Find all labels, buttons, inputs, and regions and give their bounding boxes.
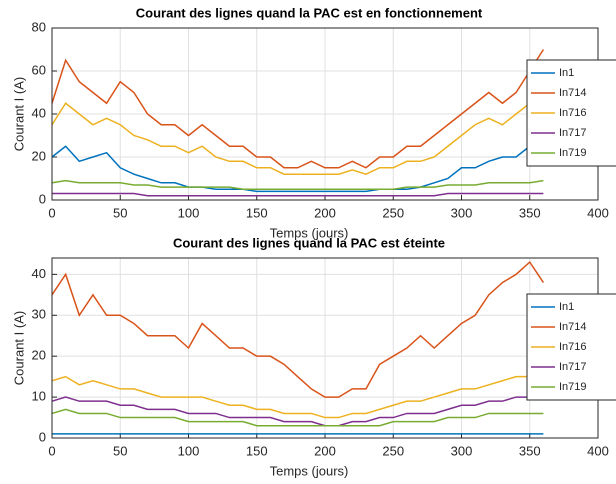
legend-label: In714 xyxy=(559,87,587,99)
chart-title: Courant des lignes quand la PAC est étei… xyxy=(173,235,445,250)
y-tick-label: 80 xyxy=(32,19,46,34)
legend-label: In719 xyxy=(559,147,587,159)
legend-label: In714 xyxy=(559,321,587,333)
series-line xyxy=(51,375,544,419)
series-line xyxy=(51,260,545,398)
legend-label: In717 xyxy=(559,361,587,373)
subplot: Courant des lignes quand la PAC est étei… xyxy=(11,235,616,478)
series-line xyxy=(51,49,545,169)
y-tick-label: 10 xyxy=(32,389,46,404)
y-tick-label: 60 xyxy=(32,62,46,77)
x-tick-label: 400 xyxy=(587,205,609,220)
x-tick-label: 50 xyxy=(113,205,127,220)
legend-label: In1 xyxy=(559,67,574,79)
legend-label: In716 xyxy=(559,341,587,353)
x-tick-label: 50 xyxy=(113,443,127,458)
legend-label: In716 xyxy=(559,107,587,119)
chart-title: Courant des lignes quand la PAC est en f… xyxy=(136,5,483,20)
x-tick-label: 350 xyxy=(519,205,541,220)
y-axis-label: Courant I (A) xyxy=(11,77,26,151)
series-line xyxy=(51,91,544,176)
x-tick-label: 300 xyxy=(451,443,473,458)
x-tick-label: 350 xyxy=(519,443,541,458)
x-tick-label: 0 xyxy=(48,205,55,220)
x-tick-label: 0 xyxy=(48,443,55,458)
series-line xyxy=(51,134,544,193)
x-tick-label: 150 xyxy=(246,205,268,220)
x-tick-label: 100 xyxy=(178,443,200,458)
legend-label: In1 xyxy=(559,301,574,313)
y-tick-label: 0 xyxy=(39,191,46,206)
subplot: Courant des lignes quand la PAC est en f… xyxy=(11,5,616,240)
y-tick-label: 20 xyxy=(32,348,46,363)
legend-label: In719 xyxy=(559,381,587,393)
y-axis-label: Courant I (A) xyxy=(11,311,26,385)
series-line xyxy=(51,179,544,190)
y-tick-label: 0 xyxy=(39,429,46,444)
x-axis-label: Temps (jours) xyxy=(270,225,349,240)
x-tick-label: 250 xyxy=(382,205,404,220)
x-tick-label: 150 xyxy=(246,443,268,458)
series-line xyxy=(51,408,544,427)
y-tick-label: 20 xyxy=(32,148,46,163)
x-axis-label: Temps (jours) xyxy=(270,463,349,478)
series-line xyxy=(51,396,544,427)
x-tick-label: 300 xyxy=(451,205,473,220)
x-tick-label: 100 xyxy=(178,205,200,220)
x-tick-label: 200 xyxy=(314,205,336,220)
x-tick-label: 400 xyxy=(587,443,609,458)
x-tick-label: 200 xyxy=(314,443,336,458)
legend-label: In717 xyxy=(559,127,587,139)
series-line xyxy=(52,192,544,197)
x-tick-label: 250 xyxy=(382,443,404,458)
y-tick-label: 30 xyxy=(32,307,46,322)
y-tick-label: 40 xyxy=(32,105,46,120)
y-tick-label: 40 xyxy=(32,266,46,281)
